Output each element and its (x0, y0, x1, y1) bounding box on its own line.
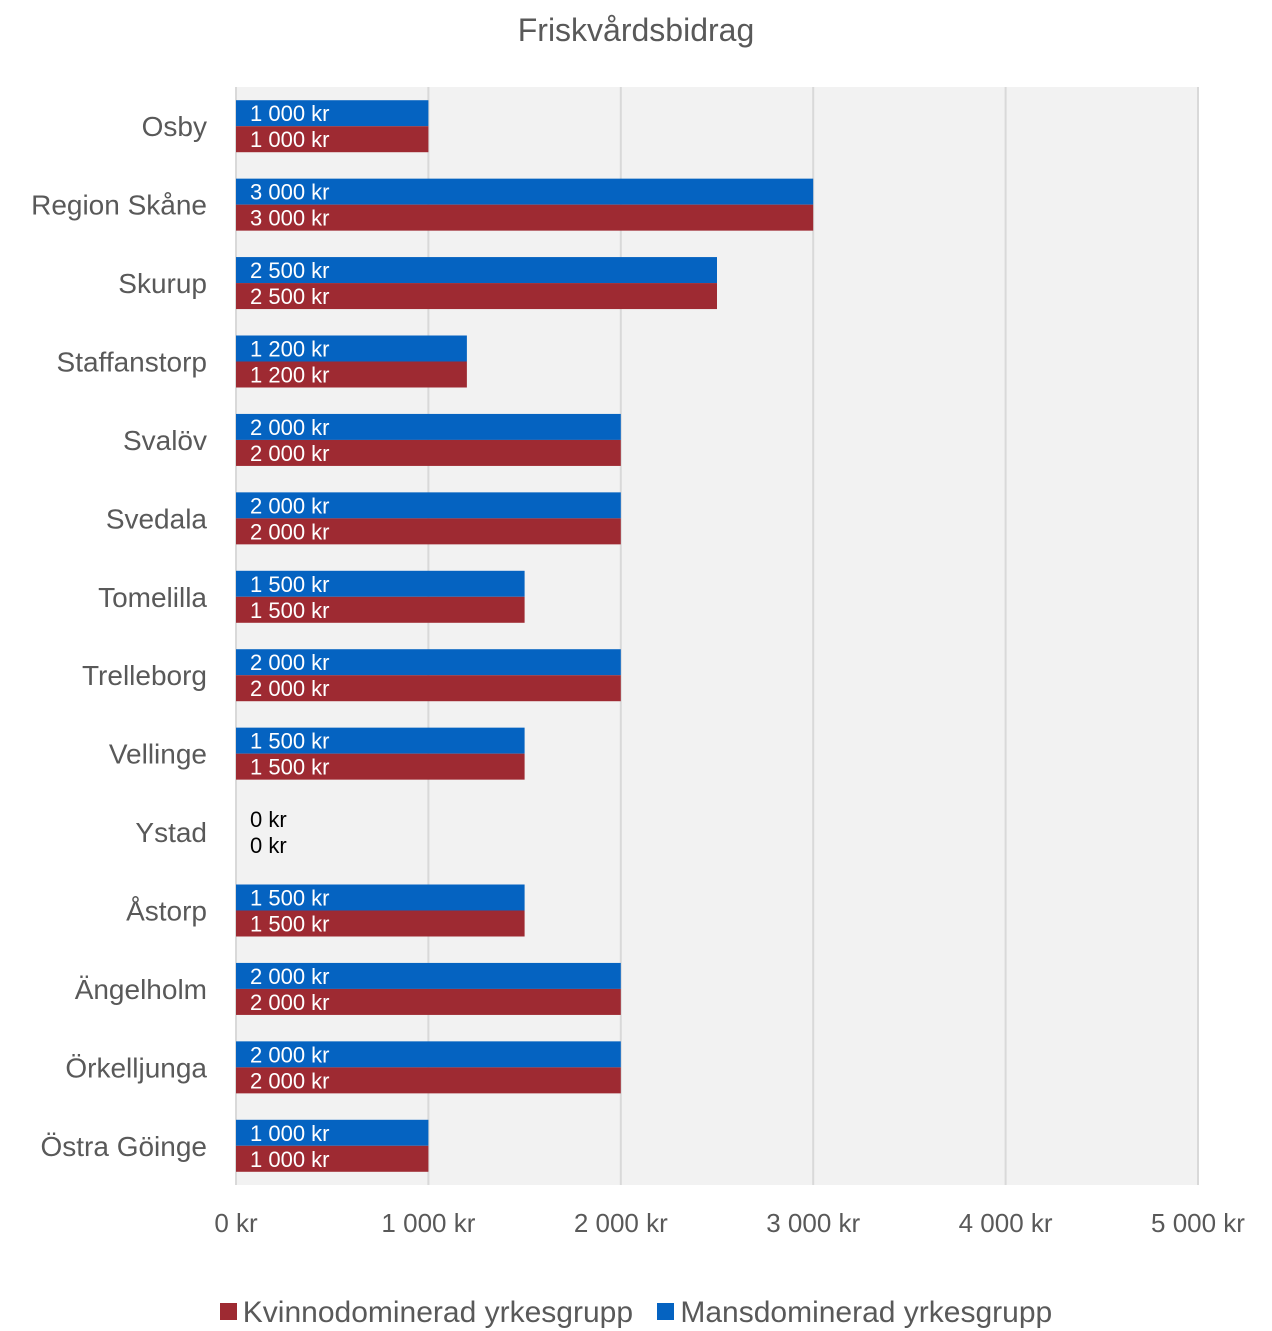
data-label: 2 000 kr (250, 1068, 330, 1093)
x-tick-label: 0 kr (214, 1208, 258, 1238)
bar (236, 335, 467, 362)
category-label: Östra Göinge (40, 1131, 207, 1162)
x-tick-label: 1 000 kr (381, 1208, 475, 1238)
data-label: 1 500 kr (250, 755, 330, 780)
data-label: 2 000 kr (250, 676, 330, 701)
category-label: Ystad (135, 817, 207, 848)
category-label: Skurup (118, 268, 207, 299)
category-label: Ängelholm (75, 974, 207, 1005)
chart-title: Friskvårdsbidrag (517, 12, 755, 48)
legend-item-kvinnodominerad: Kvinnodominerad yrkesgrupp (219, 1296, 634, 1330)
x-tick-label: 3 000 kr (766, 1208, 860, 1238)
bars: 1 000 kr 3 000 kr 2 500 kr 1 200 kr 2 000 kr… (236, 100, 814, 1172)
data-label: 2 000 kr (250, 990, 330, 1015)
data-label: 0 kr (250, 833, 287, 858)
category-label: Åstorp (126, 896, 207, 927)
data-label: 0 kr (250, 807, 287, 832)
data-label: 1 000 kr (250, 101, 330, 126)
category-label: Tomelilla (98, 582, 207, 613)
data-label: 1 500 kr (250, 598, 330, 623)
bar (236, 1067, 621, 1094)
data-label: 2 500 kr (250, 258, 330, 283)
bar (236, 884, 525, 911)
x-tick-label: 4 000 kr (959, 1208, 1053, 1238)
legend: Kvinnodominerad yrkesgrupp Mansdominerad… (0, 1296, 1272, 1330)
x-tick-label: 5 000 kr (1151, 1208, 1245, 1238)
data-label: 1 000 kr (250, 127, 330, 152)
bar (236, 910, 525, 937)
bar (236, 1119, 429, 1146)
data-label: 2 000 kr (250, 415, 330, 440)
bar (236, 753, 525, 780)
data-label: 3 000 kr (250, 180, 330, 205)
x-tick-label: 2 000 kr (574, 1208, 668, 1238)
bar (236, 492, 621, 519)
data-label: 1 000 kr (250, 1121, 330, 1146)
bar (236, 518, 621, 545)
data-label: 3 000 kr (250, 206, 330, 231)
bar (236, 570, 525, 597)
bar (236, 100, 429, 127)
data-label: 1 200 kr (250, 337, 330, 362)
bar (236, 257, 717, 284)
bar (236, 178, 814, 205)
category-label: Svedala (106, 503, 208, 534)
data-label: 1 000 kr (250, 1147, 330, 1172)
data-label: 2 500 kr (250, 284, 330, 309)
legend-swatch-kvinnodominerad (219, 1303, 237, 1320)
legend-label-mansdominerad: Mansdominerad yrkesgrupp (680, 1296, 1053, 1329)
bar (236, 439, 621, 466)
data-label: 2 000 kr (250, 1042, 330, 1067)
category-label: Svalöv (123, 425, 207, 456)
bar (236, 649, 621, 676)
data-label: 1 200 kr (250, 363, 330, 388)
bar (236, 1041, 621, 1068)
data-label: 2 000 kr (250, 650, 330, 675)
data-label: 1 500 kr (250, 729, 330, 754)
category-axis: Osby Region Skåne Skurup Staffanstorp Svalöv… (31, 111, 207, 1162)
bar (236, 727, 525, 754)
data-label: 2 000 kr (250, 964, 330, 989)
data-label: 1 500 kr (250, 572, 330, 597)
data-label: 2 000 kr (250, 493, 330, 518)
bar (236, 1145, 429, 1172)
data-label: 2 000 kr (250, 441, 330, 466)
legend-label-kvinnodominerad: Kvinnodominerad yrkesgrupp (242, 1296, 634, 1329)
chart-plot: 1 000 kr 3 000 kr 2 500 kr 1 200 kr 2 000 kr… (31, 87, 1245, 1238)
bar (236, 204, 814, 231)
category-label: Vellinge (109, 739, 207, 770)
category-label: Trelleborg (82, 660, 207, 691)
bar (236, 126, 429, 153)
data-label: 1 500 kr (250, 886, 330, 911)
category-label: Region Skåne (31, 190, 207, 221)
bar (236, 413, 621, 440)
legend-swatch-mansdominerad (657, 1303, 675, 1320)
bar (236, 361, 467, 388)
bar (236, 962, 621, 989)
data-label: 2 000 kr (250, 519, 330, 544)
legend-item-mansdominerad: Mansdominerad yrkesgrupp (657, 1296, 1052, 1330)
category-label: Staffanstorp (57, 347, 207, 378)
bar (236, 596, 525, 623)
category-label: Örkelljunga (65, 1052, 207, 1083)
bar (236, 283, 717, 310)
bar (236, 675, 621, 702)
plot-background (236, 87, 1198, 1185)
category-label: Osby (142, 111, 207, 142)
bar (236, 988, 621, 1015)
value-axis: 0 kr 1 000 kr 2 000 kr 3 000 kr 4 000 kr 5 00… (214, 1208, 1245, 1238)
data-label: 1 500 kr (250, 912, 330, 937)
